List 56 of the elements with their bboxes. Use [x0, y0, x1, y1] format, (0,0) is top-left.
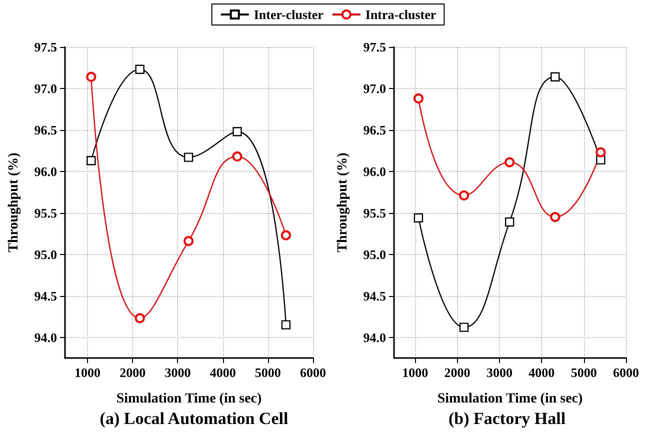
y-tick-label: 94.5	[34, 288, 58, 304]
y-tick-label: 97.5	[363, 40, 386, 54]
point	[414, 213, 424, 222]
y-tick-label: 95.0	[34, 246, 57, 262]
point	[280, 230, 291, 240]
legend-label: Intra-cluster	[365, 7, 436, 22]
y-tick-label: 94.5	[363, 288, 386, 304]
point	[504, 217, 514, 227]
point	[281, 320, 291, 330]
x-tick-label: 1000	[402, 365, 428, 380]
y-tick-label: 95.5	[34, 205, 58, 220]
x-tick-label: 5000	[254, 365, 281, 380]
x-tick-label: 4000	[528, 365, 555, 380]
point	[459, 190, 470, 200]
x-axis-title: Simulation Time (in sec)	[116, 392, 262, 406]
point	[596, 147, 606, 158]
point	[550, 212, 560, 222]
legend-label: Inter-cluster	[254, 7, 324, 22]
point	[459, 322, 469, 332]
x-axis-title: Simulation Time (in sec)	[437, 392, 583, 406]
point	[232, 151, 242, 162]
point	[596, 155, 606, 164]
y-tick-label: 96.5	[34, 122, 58, 138]
x-tick-label: 1000	[74, 365, 101, 380]
x-tick-label: 3000	[486, 365, 512, 380]
point	[86, 156, 96, 166]
y-tick-label: 94.0	[363, 330, 386, 345]
y-tick-label: 97.5	[34, 40, 58, 54]
y-tick-label: 96.0	[363, 164, 386, 179]
y-tick-label: 96.5	[363, 122, 386, 138]
point	[413, 93, 424, 104]
point	[504, 157, 515, 168]
point	[134, 313, 145, 324]
text: (b) Factory Hall	[448, 409, 566, 428]
x-tick-label: 5000	[570, 365, 597, 380]
y-tick-label: 95.5	[363, 205, 386, 220]
point	[184, 152, 194, 162]
point	[232, 126, 242, 136]
point	[86, 72, 96, 82]
x-tick-label: 3000	[164, 365, 191, 380]
x-tick-label: 2000	[120, 365, 146, 380]
x-tick-label: 4000	[210, 365, 236, 380]
x-tick-label: 6000	[300, 365, 326, 380]
y-tick-label: 95.0	[363, 246, 386, 262]
point	[184, 236, 194, 246]
x-tick-label: 2000	[444, 365, 470, 380]
text: (a) Local Automation Cell	[100, 409, 288, 428]
y-axis-title: Throughput (%)	[6, 152, 22, 252]
y-tick-label: 96.0	[34, 164, 57, 179]
y-tick-label: 97.0	[363, 80, 386, 96]
y-tick-label: 97.0	[34, 80, 57, 96]
point	[135, 64, 144, 74]
x-tick-label: 6000	[613, 365, 639, 380]
point	[550, 72, 560, 82]
y-tick-label: 94.0	[34, 330, 57, 345]
y-axis-title: Throughput (%)	[336, 152, 350, 252]
